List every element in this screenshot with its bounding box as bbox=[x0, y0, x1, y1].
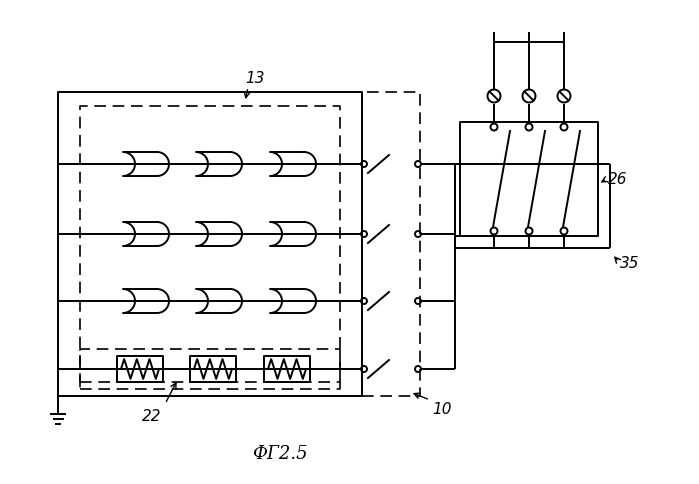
Text: 26: 26 bbox=[608, 171, 628, 186]
Text: 10: 10 bbox=[432, 402, 452, 417]
Text: ФГ2.5: ФГ2.5 bbox=[252, 445, 308, 463]
Text: 35: 35 bbox=[620, 257, 640, 272]
Text: 13: 13 bbox=[245, 71, 265, 86]
Text: 22: 22 bbox=[143, 409, 161, 424]
